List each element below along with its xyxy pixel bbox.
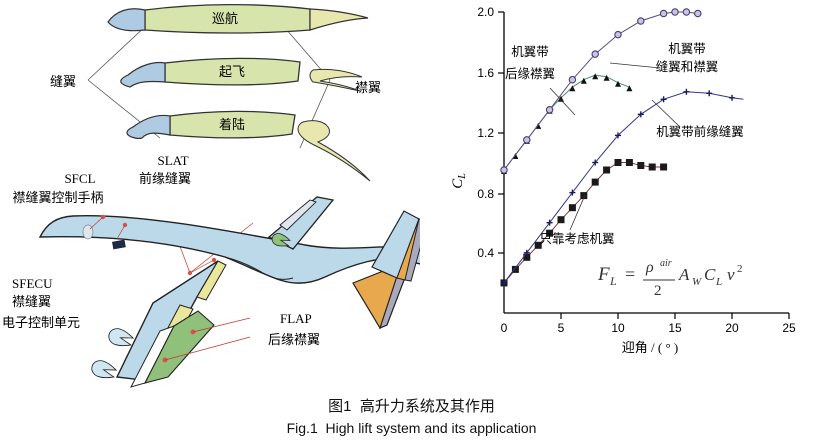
svg-text:20: 20: [725, 321, 739, 335]
svg-text:后缘襟翼: 后缘襟翼: [505, 66, 555, 81]
svg-text:机翼带: 机翼带: [511, 45, 549, 59]
svg-text:SFCL: SFCL: [64, 171, 95, 186]
svg-text:机翼带: 机翼带: [668, 42, 706, 56]
svg-text:C: C: [704, 265, 716, 284]
svg-text:=: =: [625, 264, 635, 284]
svg-text:L: L: [609, 274, 617, 288]
svg-text:A: A: [678, 265, 690, 284]
svg-text:5: 5: [558, 321, 565, 335]
svg-text:SLAT: SLAT: [157, 153, 188, 168]
svg-text:0.4: 0.4: [477, 246, 494, 260]
svg-text:迎角 / ( ° ): 迎角 / ( ° ): [622, 340, 678, 355]
svg-text:CL: CL: [450, 173, 468, 189]
svg-text:只靠考虑机翼: 只靠考虑机翼: [539, 232, 614, 246]
svg-text:2.0: 2.0: [477, 5, 494, 19]
svg-text:ρ: ρ: [645, 259, 654, 276]
svg-text:25: 25: [782, 321, 796, 335]
svg-text:后缘襟翼: 后缘襟翼: [268, 332, 320, 347]
svg-text:FLAP: FLAP: [280, 311, 312, 326]
svg-text:缝翼和襟翼: 缝翼和襟翼: [656, 59, 719, 74]
svg-text:2: 2: [654, 283, 662, 299]
svg-text:10: 10: [611, 321, 625, 335]
svg-text:机翼带前缘缝翼: 机翼带前缘缝翼: [656, 124, 744, 139]
svg-text:air: air: [660, 258, 672, 269]
svg-text:W: W: [692, 276, 702, 288]
svg-text:电子控制单元: 电子控制单元: [2, 315, 80, 330]
svg-text:1.2: 1.2: [477, 126, 494, 140]
svg-text:F: F: [597, 264, 610, 285]
svg-text:L: L: [715, 276, 722, 288]
svg-text:襟缝翼: 襟缝翼: [12, 294, 51, 309]
svg-text:0: 0: [501, 321, 508, 335]
svg-text:v: v: [727, 265, 735, 284]
svg-text:2: 2: [737, 263, 743, 275]
svg-text:1.6: 1.6: [477, 66, 494, 80]
svg-text:15: 15: [668, 321, 682, 335]
svg-text:前缘缝翼: 前缘缝翼: [139, 171, 191, 186]
svg-text:0.8: 0.8: [477, 187, 494, 201]
svg-text:SFECU: SFECU: [12, 276, 53, 291]
svg-text:襟缝翼控制手柄: 襟缝翼控制手柄: [12, 190, 103, 205]
